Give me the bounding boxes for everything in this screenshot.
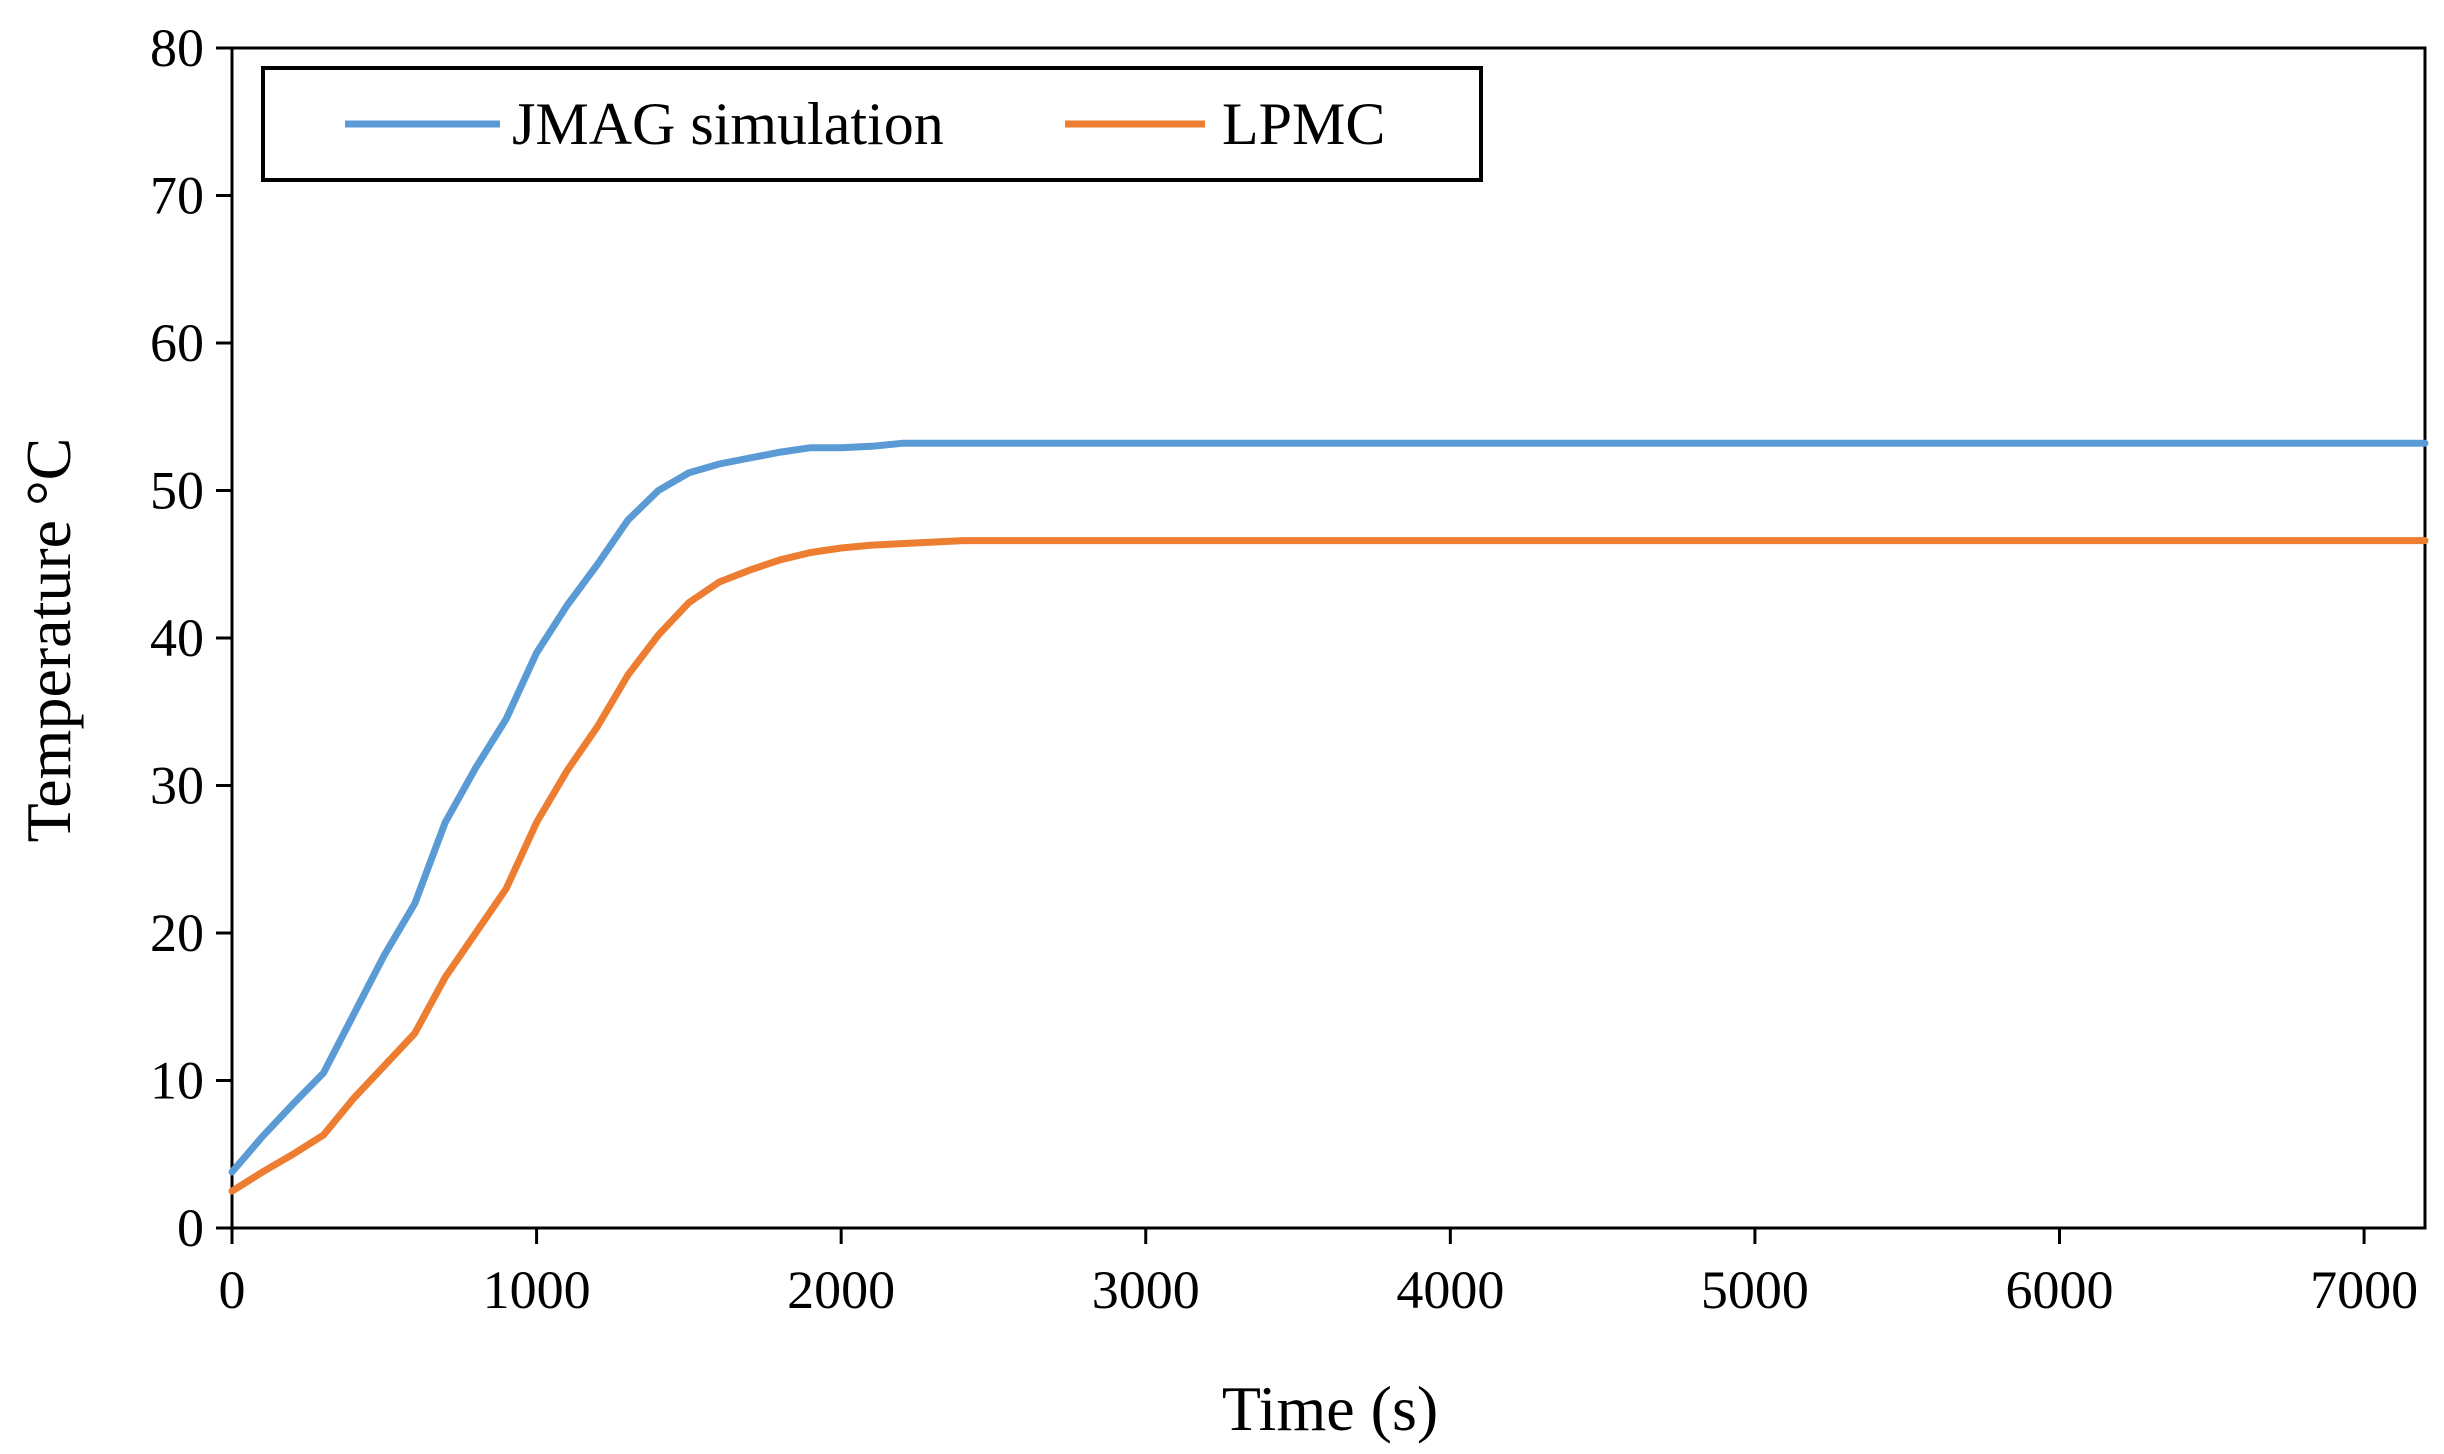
legend: JMAG simulation LPMC — [261, 66, 1483, 182]
x-tick-label-6000: 6000 — [2006, 1260, 2114, 1320]
y-tick-label-80: 80 — [150, 18, 204, 78]
legend-label-jmag: JMAG simulation — [512, 91, 944, 157]
x-tick-label-2000: 2000 — [787, 1260, 895, 1320]
y-axis-title-group: Temperature °C — [13, 438, 84, 843]
y-axis: 0 10 20 30 40 50 60 70 80 — [150, 18, 232, 1258]
y-tick-label-30: 30 — [150, 756, 204, 816]
y-tick-label-50: 50 — [150, 461, 204, 521]
series-group — [228, 439, 2429, 1195]
x-tick-label-1000: 1000 — [483, 1260, 591, 1320]
y-tick-label-70: 70 — [150, 166, 204, 226]
x-tick-label-3000: 3000 — [1092, 1260, 1200, 1320]
y-tick-label-40: 40 — [150, 608, 204, 668]
x-tick-label-0: 0 — [219, 1260, 246, 1320]
x-tick-label-4000: 4000 — [1396, 1260, 1504, 1320]
y-axis-title: Temperature °C — [13, 438, 84, 843]
x-axis: 0 1000 2000 3000 4000 5000 6000 7000 — [219, 1228, 2418, 1320]
series-line-lpmc — [228, 537, 2429, 1195]
y-tick-label-60: 60 — [150, 313, 204, 373]
series-line-jmag-simulation — [228, 439, 2429, 1176]
x-tick-label-5000: 5000 — [1701, 1260, 1809, 1320]
legend-label-lpmc: LPMC — [1222, 91, 1385, 157]
y-axis-title-unit: °C — [13, 438, 84, 506]
y-tick-label-10: 10 — [150, 1051, 204, 1111]
x-axis-title: Time (s) — [1222, 1373, 1438, 1444]
plot-frame — [230, 46, 2427, 1230]
x-tick-label-7000: 7000 — [2310, 1260, 2418, 1320]
y-tick-label-20: 20 — [150, 903, 204, 963]
plot-area — [230, 46, 2427, 1230]
y-axis-title-label: Temperature — [13, 520, 84, 842]
y-tick-label-0: 0 — [177, 1198, 204, 1258]
